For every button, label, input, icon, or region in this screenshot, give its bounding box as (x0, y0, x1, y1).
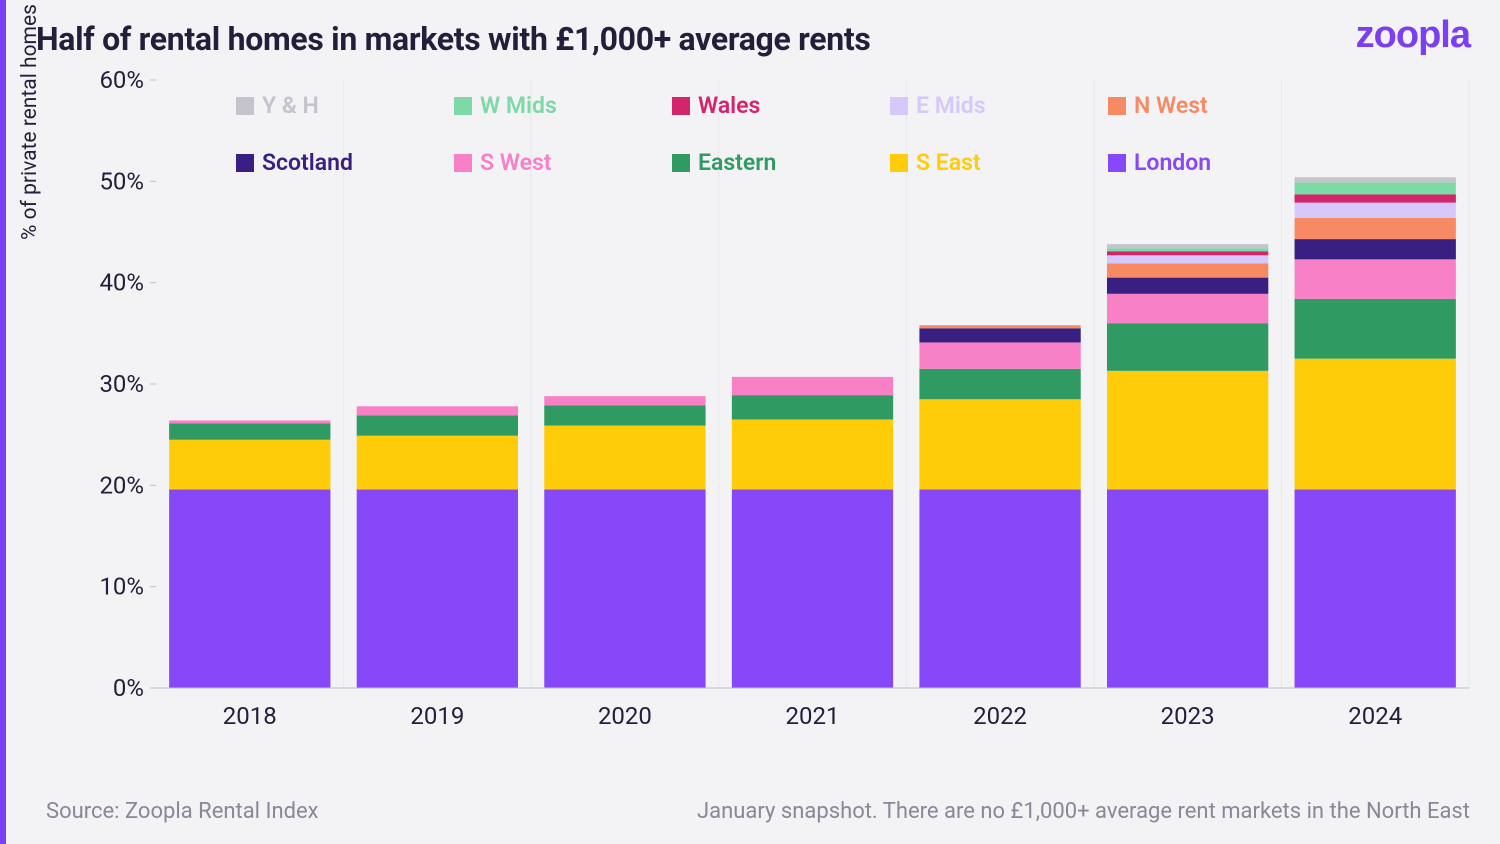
bar-segment (1107, 489, 1268, 688)
bar-segment (1295, 195, 1456, 203)
bar-segment (1107, 244, 1268, 248)
bar-segment (169, 440, 330, 490)
legend-item: Y & H (236, 92, 444, 119)
bar-segment (357, 406, 518, 415)
bar-segment (1295, 177, 1456, 182)
bar-segment (732, 395, 893, 419)
chart-frame: Half of rental homes in markets with £1,… (0, 0, 1500, 844)
svg-text:60%: 60% (99, 70, 144, 94)
bar-segment (1107, 323, 1268, 371)
note-text: January snapshot. There are no £1,000+ a… (697, 799, 1470, 824)
bar-segment (1295, 489, 1456, 688)
bar-segment (1107, 263, 1268, 277)
bar-segment (732, 489, 893, 688)
bar-segment (919, 369, 1080, 399)
bar-segment (1107, 278, 1268, 294)
legend-item: W Mids (454, 92, 662, 119)
svg-text:2021: 2021 (786, 702, 840, 730)
bar-segment (919, 325, 1080, 328)
svg-text:2019: 2019 (410, 702, 464, 730)
legend-swatch (890, 154, 908, 172)
bar-segment (544, 405, 705, 425)
legend-label: Y & H (262, 92, 319, 119)
legend-swatch (236, 97, 254, 115)
legend-label: London (1134, 149, 1211, 176)
legend-item: E Mids (890, 92, 1098, 119)
bar-segment (169, 489, 330, 688)
bar-segment (1295, 203, 1456, 218)
legend-label: W Mids (480, 92, 557, 119)
bar-segment (919, 342, 1080, 368)
svg-text:20%: 20% (99, 471, 144, 499)
legend-swatch (890, 97, 908, 115)
header: Half of rental homes in markets with £1,… (36, 20, 1470, 58)
legend-label: Eastern (698, 149, 776, 176)
bar-segment (1107, 251, 1268, 255)
zoopla-logo: zoopla (1356, 14, 1470, 57)
bar-segment (1107, 255, 1268, 263)
bar-segment (544, 426, 705, 490)
legend-swatch (1108, 97, 1126, 115)
bar-segment (732, 377, 893, 395)
legend-swatch (1108, 154, 1126, 172)
source-text: Source: Zoopla Rental Index (46, 799, 319, 824)
svg-text:2020: 2020 (598, 702, 652, 730)
svg-text:30%: 30% (99, 370, 144, 398)
svg-text:40%: 40% (99, 269, 144, 297)
bar-segment (169, 424, 330, 440)
legend-item: N West (1108, 92, 1316, 119)
bar-segment (1295, 239, 1456, 259)
bar-segment (919, 328, 1080, 342)
bar-segment (1295, 182, 1456, 194)
legend-item: Eastern (672, 149, 880, 176)
legend-item: London (1108, 149, 1316, 176)
bar-segment (357, 436, 518, 490)
legend-swatch (454, 97, 472, 115)
chart-title: Half of rental homes in markets with £1,… (36, 20, 871, 58)
bar-segment (1107, 294, 1268, 323)
svg-text:2018: 2018 (223, 702, 277, 730)
bar-segment (1295, 218, 1456, 239)
bar-segment (919, 489, 1080, 688)
bar-segment (919, 399, 1080, 489)
svg-text:50%: 50% (99, 167, 144, 195)
bar-segment (544, 489, 705, 688)
legend-label: S East (916, 149, 981, 176)
bar-segment (1107, 248, 1268, 251)
svg-text:10%: 10% (99, 573, 144, 601)
legend-item: S West (454, 149, 662, 176)
legend-item: S East (890, 149, 1098, 176)
bar-segment (732, 419, 893, 489)
legend-swatch (236, 154, 254, 172)
bar-segment (544, 396, 705, 405)
bar-segment (1295, 259, 1456, 299)
bar-segment (169, 420, 330, 423)
legend-label: Wales (698, 92, 760, 119)
legend-item: Wales (672, 92, 880, 119)
bar-segment (357, 489, 518, 688)
bar-segment (1295, 359, 1456, 490)
bar-segment (1295, 299, 1456, 359)
bar-segment (1107, 371, 1268, 490)
legend-label: S West (480, 149, 552, 176)
svg-text:2022: 2022 (973, 702, 1027, 730)
y-axis-label: % of private rental homes (18, 4, 42, 240)
bar-segment (357, 415, 518, 435)
legend-label: E Mids (916, 92, 986, 119)
legend-swatch (672, 97, 690, 115)
svg-text:0%: 0% (113, 674, 144, 702)
legend: Y & H W Mids Wales E Mids N West Scotland S We… (236, 92, 1316, 176)
footnotes: Source: Zoopla Rental Index January snap… (46, 799, 1470, 824)
legend-item: Scotland (236, 149, 444, 176)
svg-text:2024: 2024 (1348, 702, 1402, 730)
legend-swatch (454, 154, 472, 172)
legend-label: N West (1134, 92, 1208, 119)
svg-text:2023: 2023 (1161, 702, 1215, 730)
legend-swatch (672, 154, 690, 172)
legend-label: Scotland (262, 149, 353, 176)
